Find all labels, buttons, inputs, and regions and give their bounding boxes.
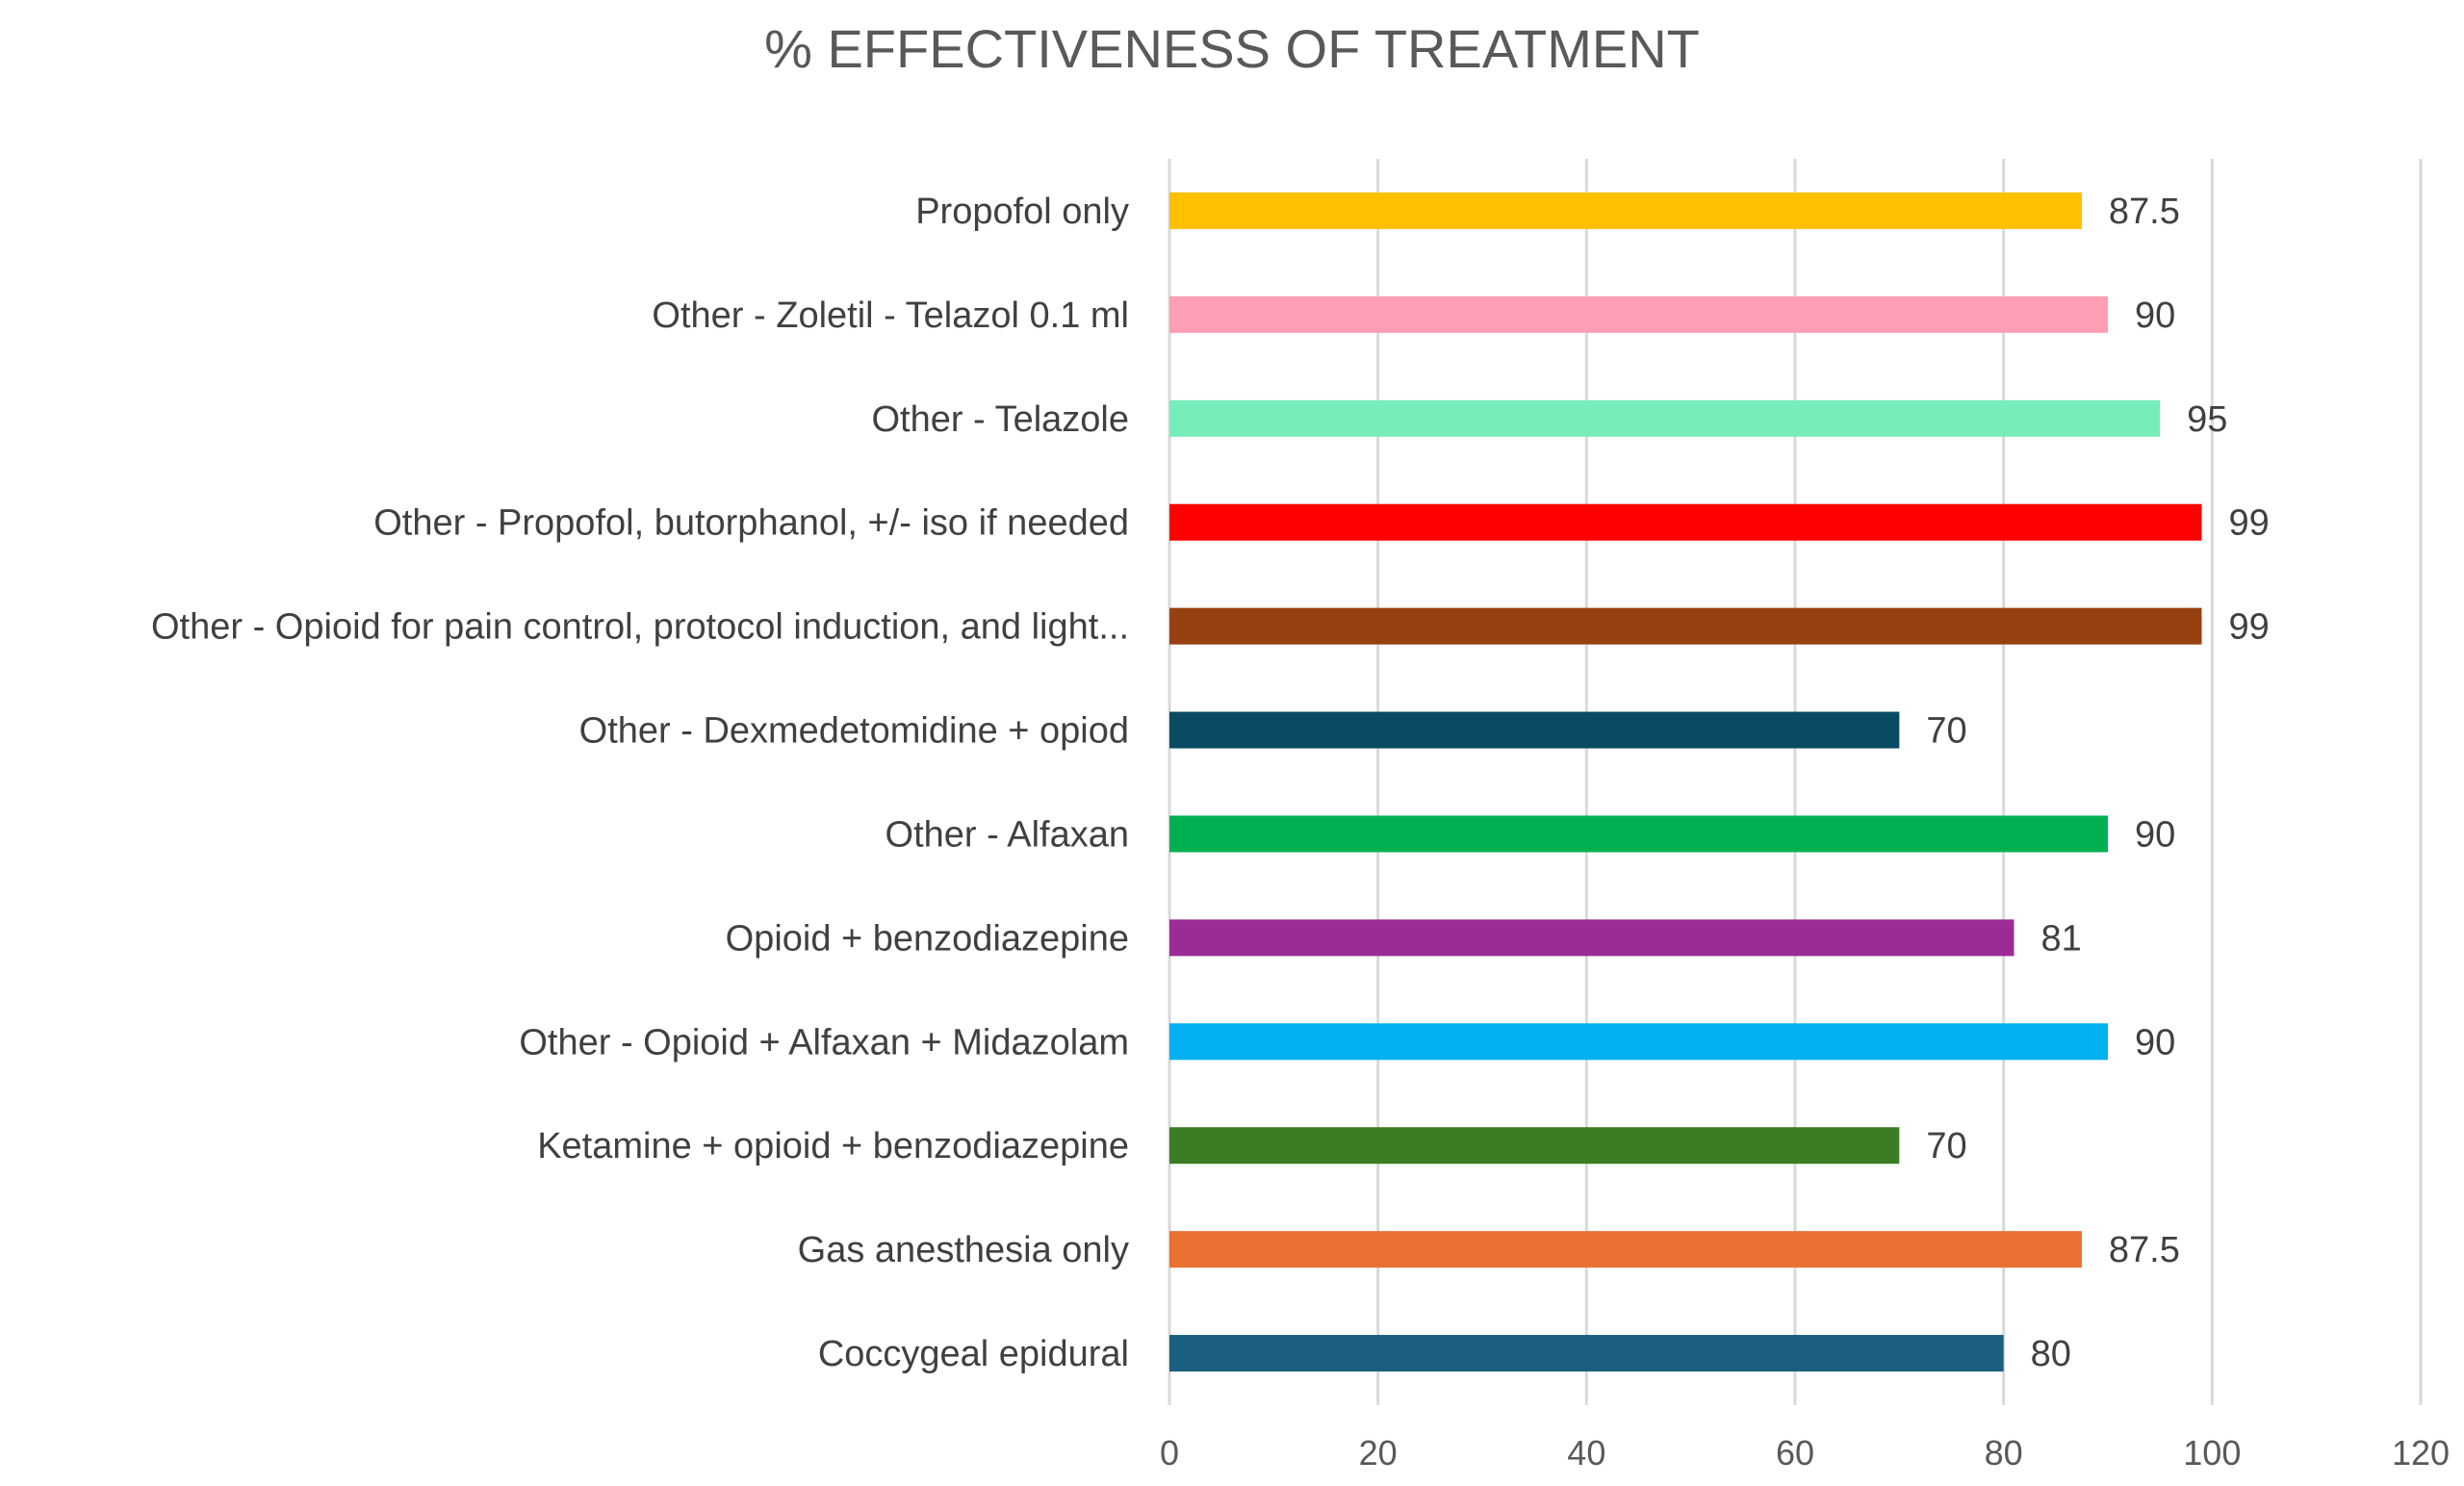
x-tick-label: 20: [1359, 1433, 1398, 1473]
x-tick-label: 80: [1985, 1433, 2023, 1473]
bar: [1169, 503, 2202, 541]
data-labels: 87.5 90 95 99 99 70 90 81 90 70 87.5 80: [1926, 192, 2269, 1374]
x-tick-label: 0: [1160, 1433, 1179, 1473]
category-label: Propofol only: [915, 192, 1129, 232]
x-tick-label: 120: [2392, 1433, 2450, 1473]
data-label: 87.5: [2109, 192, 2180, 232]
bar: [1169, 399, 2161, 437]
bar: [1169, 1023, 2108, 1061]
category-label: Coccygeal epidural: [818, 1334, 1129, 1374]
data-label: 87.5: [2109, 1230, 2180, 1270]
data-label: 99: [2229, 503, 2270, 544]
bar: [1169, 815, 2108, 853]
data-label: 80: [2031, 1334, 2071, 1374]
bar: [1169, 711, 1900, 749]
category-label: Other - Propofol, butorphanol, +/- iso i…: [373, 503, 1129, 544]
category-label: Opioid + benzodiazepine: [726, 918, 1129, 959]
bar: [1169, 192, 2082, 229]
bar: [1169, 1231, 2082, 1268]
category-label: Gas anesthesia only: [798, 1230, 1129, 1270]
data-label: 70: [1926, 1126, 1966, 1166]
category-label: Other - Alfaxan: [886, 814, 1129, 855]
chart-title: % EFFECTIVENESS OF TREATMENT: [764, 18, 1700, 79]
gridlines: [1168, 159, 2423, 1405]
bar: [1169, 1335, 2004, 1372]
bar: [1169, 1127, 1900, 1165]
category-labels: Propofol only Other - Zoletil - Telazol 0…: [151, 192, 1129, 1374]
category-label: Other - Telazole: [871, 399, 1129, 440]
bar: [1169, 919, 2015, 957]
data-label: 95: [2187, 399, 2227, 440]
bar: [1169, 295, 2108, 333]
data-label: 81: [2041, 918, 2082, 959]
category-label: Other - Dexmedetomidine + opiod: [579, 711, 1129, 752]
bars: [1169, 192, 2202, 1372]
bar: [1169, 607, 2202, 645]
category-label: Other - Opioid + Alfaxan + Midazolam: [519, 1022, 1129, 1063]
data-label: 90: [2135, 295, 2175, 336]
category-label: Other - Opioid for pain control, protoco…: [151, 607, 1129, 648]
data-label: 90: [2135, 814, 2175, 855]
x-tick-label: 100: [2183, 1433, 2241, 1473]
data-label: 90: [2135, 1022, 2175, 1063]
x-axis-ticks: 0 20 40 60 80 100 120: [1160, 1433, 2450, 1473]
category-label: Ketamine + opioid + benzodiazepine: [537, 1126, 1129, 1166]
data-label: 99: [2229, 607, 2270, 648]
category-label: Other - Zoletil - Telazol 0.1 ml: [652, 295, 1129, 336]
x-tick-label: 60: [1776, 1433, 1814, 1473]
data-label: 70: [1926, 711, 1966, 752]
x-tick-label: 40: [1567, 1433, 1605, 1473]
